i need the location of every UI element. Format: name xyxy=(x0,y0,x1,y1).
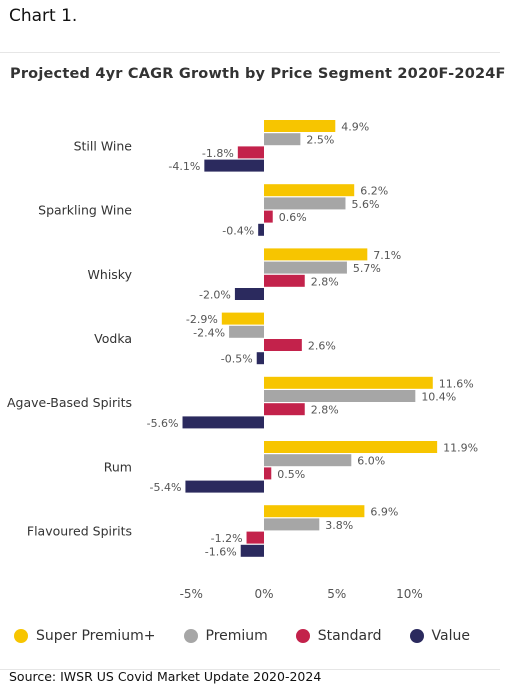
category-label-vodka: Vodka xyxy=(94,331,132,346)
legend-label-premium: Premium xyxy=(205,628,268,644)
bar-value-vodka xyxy=(256,352,264,365)
legend-label-standard: Standard xyxy=(317,628,382,644)
x-tick-label-2: 5% xyxy=(327,587,346,601)
bar-super-premium-agave-based-spirits xyxy=(264,376,433,389)
data-label-value-agave-based-spirits: -5.6% xyxy=(147,417,179,430)
data-label-premium-flavoured-spirits: 3.8% xyxy=(325,519,353,532)
legend-item-value[interactable]: Value xyxy=(409,628,470,644)
bar-premium-rum xyxy=(264,454,352,467)
data-label-standard-rum: 0.5% xyxy=(277,468,305,481)
bar-value-still-wine xyxy=(204,159,264,172)
data-label-standard-still-wine: -1.8% xyxy=(202,147,234,160)
data-label-standard-whisky: 2.8% xyxy=(311,275,339,288)
bar-value-whisky xyxy=(234,288,264,300)
data-label-super-premium-vodka: -2.9% xyxy=(186,313,218,326)
data-label-premium-whisky: 5.7% xyxy=(353,262,381,275)
data-label-super-premium-rum: 11.9% xyxy=(443,442,478,455)
bar-super-premium-whisky xyxy=(264,248,368,261)
legend-label-super-premium: Super Premium+ xyxy=(36,628,156,644)
bar-super-premium-rum xyxy=(264,441,438,453)
category-label-flavoured-spirits: Flavoured Spirits xyxy=(27,524,132,539)
data-label-premium-sparkling-wine: 5.6% xyxy=(351,198,379,211)
bar-premium-flavoured-spirits xyxy=(264,518,320,531)
bar-premium-sparkling-wine xyxy=(264,197,346,210)
data-label-premium-rum: 6.0% xyxy=(357,455,385,468)
bar-value-sparkling-wine xyxy=(258,223,264,236)
data-label-super-premium-still-wine: 4.9% xyxy=(341,121,369,134)
bar-standard-vodka xyxy=(264,339,302,351)
data-label-value-flavoured-spirits: -1.6% xyxy=(205,545,237,558)
x-tick-label-3: 10% xyxy=(396,587,423,601)
bar-premium-agave-based-spirits xyxy=(264,390,416,402)
chart-frame xyxy=(0,52,500,670)
data-label-value-rum: -5.4% xyxy=(150,481,182,494)
data-label-standard-sparkling-wine: 0.6% xyxy=(279,211,307,224)
data-label-super-premium-agave-based-spirits: 11.6% xyxy=(439,377,474,390)
bar-standard-rum xyxy=(264,467,272,480)
bar-standard-whisky xyxy=(264,274,305,287)
x-tick-label-0: -5% xyxy=(180,587,203,601)
data-label-value-sparkling-wine: -0.4% xyxy=(222,224,254,237)
data-label-super-premium-whisky: 7.1% xyxy=(373,249,401,262)
chart-legend: Super Premium+ Premium Standard Value xyxy=(14,628,498,644)
legend-swatch-value xyxy=(409,629,424,643)
bar-super-premium-sparkling-wine xyxy=(264,184,355,197)
data-label-value-vodka: -0.5% xyxy=(221,353,253,366)
source-note: Source: IWSR US Covid Market Update 2020… xyxy=(9,669,322,684)
bar-super-premium-still-wine xyxy=(264,120,336,132)
bar-standard-still-wine xyxy=(237,146,264,159)
bar-standard-sparkling-wine xyxy=(264,210,273,223)
category-label-rum: Rum xyxy=(104,459,132,474)
legend-item-super-premium[interactable]: Super Premium+ xyxy=(14,628,156,644)
legend-swatch-super-premium xyxy=(14,629,28,643)
category-label-whisky: Whisky xyxy=(88,267,133,282)
bar-value-rum xyxy=(185,480,264,493)
chart-title: Projected 4yr CAGR Growth by Price Segme… xyxy=(10,66,506,82)
data-label-premium-vodka: -2.4% xyxy=(193,326,225,339)
bar-value-agave-based-spirits xyxy=(182,416,264,429)
data-label-super-premium-sparkling-wine: 6.2% xyxy=(360,185,388,198)
bar-premium-whisky xyxy=(264,261,347,274)
category-label-still-wine: Still Wine xyxy=(74,138,133,153)
data-label-value-whisky: -2.0% xyxy=(199,289,231,302)
bar-standard-agave-based-spirits xyxy=(264,403,305,416)
legend-label-value: Value xyxy=(431,628,470,644)
legend-swatch-standard xyxy=(295,629,310,643)
data-label-standard-flavoured-spirits: -1.2% xyxy=(211,532,243,545)
bar-premium-still-wine xyxy=(264,133,301,146)
x-tick-label-1: 0% xyxy=(254,587,273,601)
data-label-standard-vodka: 2.6% xyxy=(308,340,336,353)
category-label-agave-based-spirits: Agave-Based Spirits xyxy=(7,395,132,410)
bar-super-premium-flavoured-spirits xyxy=(264,505,365,518)
legend-item-premium[interactable]: Premium xyxy=(183,628,268,644)
data-label-premium-still-wine: 2.5% xyxy=(306,134,334,147)
bar-standard-flavoured-spirits xyxy=(246,531,264,544)
data-label-value-still-wine: -4.1% xyxy=(168,160,200,173)
data-label-standard-agave-based-spirits: 2.8% xyxy=(311,404,339,417)
category-label-sparkling-wine: Sparkling Wine xyxy=(38,203,132,218)
legend-swatch-premium xyxy=(183,629,198,643)
data-label-super-premium-flavoured-spirits: 6.9% xyxy=(370,506,398,519)
bar-value-flavoured-spirits xyxy=(240,544,264,557)
bar-super-premium-vodka xyxy=(221,312,264,325)
bar-premium-vodka xyxy=(229,325,264,338)
legend-item-standard[interactable]: Standard xyxy=(295,628,382,644)
chart-heading: Chart 1. xyxy=(9,6,78,26)
data-label-premium-agave-based-spirits: 10.4% xyxy=(421,391,456,404)
